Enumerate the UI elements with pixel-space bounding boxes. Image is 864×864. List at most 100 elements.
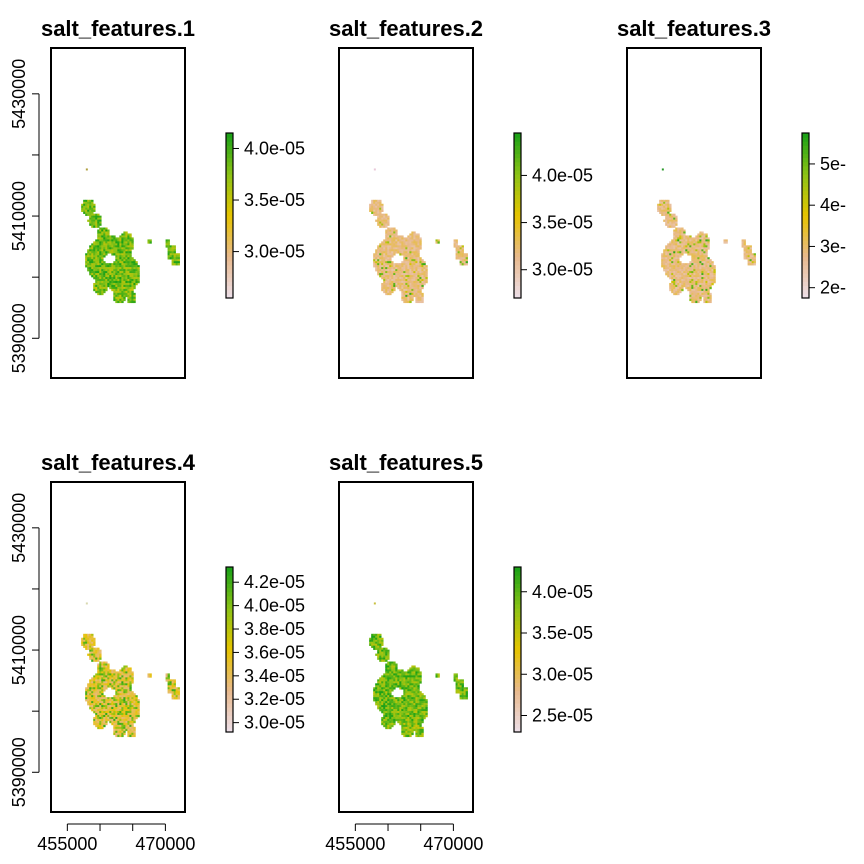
raster-cell: [675, 235, 678, 238]
raster-cell: [743, 253, 746, 256]
raster-cell: [93, 697, 96, 700]
raster-cell: [173, 257, 176, 260]
raster-cell: [99, 227, 102, 230]
raster-cell: [83, 207, 86, 210]
raster-cell: [85, 205, 88, 209]
raster-cell: [381, 243, 384, 246]
raster-cell: [381, 249, 384, 252]
raster-cell: [91, 645, 94, 648]
raster-cell: [103, 229, 106, 232]
raster-cell: [387, 286, 390, 290]
raster-cell: [105, 677, 108, 680]
raster-cell: [391, 280, 394, 284]
raster-cell: [177, 691, 180, 694]
raster-cell: [391, 718, 394, 722]
raster-cell: [381, 707, 384, 710]
raster-cell: [103, 681, 106, 684]
legend-swatch: [514, 583, 521, 589]
raster-cell: [381, 267, 384, 270]
legend-tick-label: 3.2e-05: [244, 689, 305, 709]
raster-cell: [677, 231, 680, 234]
raster-cell: [97, 667, 100, 670]
raster-cell: [389, 237, 392, 240]
raster-cell: [375, 641, 378, 644]
raster-cell: [689, 282, 692, 286]
raster-cell: [97, 223, 100, 226]
raster-cell: [409, 718, 412, 722]
raster-cell: [119, 697, 122, 700]
raster-cell: [169, 255, 172, 258]
raster-cell: [703, 235, 706, 238]
raster-cell: [81, 637, 84, 641]
raster-cell: [119, 730, 122, 734]
raster-cell: [455, 249, 458, 252]
legend-swatch: [226, 657, 233, 663]
raster-cell: [377, 261, 380, 264]
raster-cell: [417, 726, 420, 730]
raster-cell: [91, 639, 94, 643]
raster-cell: [123, 239, 126, 242]
legend-swatch: [226, 711, 233, 716]
raster-cell: [121, 290, 124, 294]
raster-cell: [129, 275, 132, 278]
raster-cell: [101, 669, 104, 672]
raster-cell: [123, 237, 126, 240]
raster-cell: [99, 263, 102, 266]
legend-frame: [225, 566, 234, 733]
raster-cell: [149, 241, 152, 244]
raster-cell: [383, 709, 386, 712]
raster-cell: [417, 720, 420, 724]
raster-cell: [417, 253, 420, 256]
raster-cell: [99, 653, 102, 656]
raster-cell: [675, 284, 678, 288]
raster-cell: [129, 713, 132, 716]
raster-cell: [127, 275, 130, 278]
raster-cell: [91, 205, 94, 209]
raster-cell: [87, 257, 90, 260]
raster-cell: [91, 687, 94, 690]
raster-cell: [383, 265, 386, 268]
raster-cell: [95, 243, 98, 246]
raster-cell: [171, 263, 174, 266]
raster-cell: [695, 282, 698, 286]
raster-cell: [125, 235, 128, 238]
raster-cell: [399, 707, 402, 710]
raster-cell: [697, 259, 700, 262]
raster-cell: [393, 235, 396, 238]
raster-cell: [703, 279, 706, 282]
raster-cell: [401, 673, 404, 676]
raster-cell: [379, 707, 382, 710]
raster-cell: [701, 241, 704, 244]
raster-cell: [127, 699, 130, 702]
raster-cell: [127, 669, 130, 672]
raster-cell: [99, 231, 102, 234]
raster-cell: [97, 653, 100, 656]
raster-cell: [753, 259, 756, 262]
raster-cell: [665, 201, 668, 205]
raster-cell: [379, 243, 382, 246]
raster-cell: [117, 284, 120, 288]
raster-cell: [129, 726, 132, 730]
raster-cell: [167, 691, 170, 694]
raster-cell: [121, 693, 124, 696]
raster-cell: [113, 720, 116, 724]
raster-cell: [417, 703, 420, 706]
raster-cell: [405, 709, 408, 712]
raster-cell: [121, 239, 124, 242]
raster-cell: [691, 247, 694, 250]
raster-cell: [103, 237, 106, 240]
raster-cell: [409, 677, 412, 680]
raster-cell: [99, 275, 102, 278]
raster-cell: [95, 267, 98, 270]
raster-cell: [395, 667, 398, 670]
raster-cell: [135, 271, 138, 274]
raster-cell: [175, 697, 178, 700]
legend-swatch: [226, 260, 233, 266]
raster-cell: [99, 663, 102, 666]
raster-cell: [175, 695, 178, 698]
raster-cell: [93, 703, 96, 706]
raster-cell: [97, 673, 100, 676]
raster-cell: [85, 259, 88, 262]
raster-cell: [121, 233, 124, 236]
raster-cell: [387, 277, 390, 280]
